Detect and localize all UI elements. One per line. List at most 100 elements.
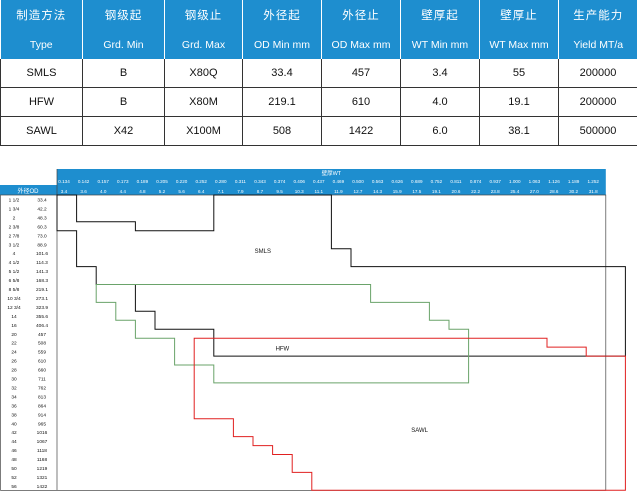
- table-row: SAWL X42 X100M 508 1422 6.0 38.1 500000: [0, 116, 637, 146]
- od-mm-tick-label: 610: [38, 359, 46, 365]
- od-inch-tick-label: 40: [11, 421, 17, 427]
- od-mm-tick-label: 48.3: [37, 215, 47, 221]
- od-axis-title: 外径OD: [17, 187, 39, 195]
- smls-region-label: SMLS: [255, 249, 271, 255]
- table-cell: X80Q: [164, 59, 243, 88]
- od-mm-tick-label: 1422: [37, 484, 48, 490]
- wt-mm-tick-label: 30.2: [569, 189, 578, 194]
- od-inch-tick-label: 2 3/8: [9, 224, 20, 230]
- od-inch-tick-label: 46: [11, 448, 17, 454]
- od-mm-tick-label: 559: [38, 350, 46, 356]
- table-cell: B: [82, 59, 165, 88]
- od-mm-tick-label: 141.3: [36, 269, 48, 275]
- od-mm-tick-label: 219.1: [36, 287, 48, 293]
- header-cell: 制造方法: [0, 0, 83, 30]
- wt-mm-tick-label: 4.0: [100, 189, 107, 194]
- header-cell: OD Max mm: [321, 30, 401, 59]
- od-mm-tick-label: 1067: [37, 439, 48, 445]
- wt-inch-tick-label: 0.689: [411, 179, 423, 184]
- wt-mm-tick-label: 8.7: [257, 189, 264, 194]
- wt-inch-tick-label: 0.311: [235, 179, 247, 184]
- wt-inch-tick-label: 0.937: [489, 179, 501, 184]
- wt-inch-tick-label: 0.142: [78, 179, 90, 184]
- header-cell: 生产能力: [558, 0, 637, 30]
- wt-mm-tick-label: 7.1: [218, 189, 225, 194]
- wt-mm-tick-label: 9.5: [276, 189, 283, 194]
- wt-mm-tick-label: 28.6: [550, 189, 559, 194]
- od-mm-tick-label: 355.6: [36, 314, 48, 320]
- od-inch-tick-label: 38: [11, 412, 17, 418]
- wt-mm-tick-label: 7.9: [237, 189, 244, 194]
- od-inch-tick-label: 28: [11, 368, 17, 374]
- od-mm-tick-label: 457: [38, 332, 46, 338]
- od-inch-tick-label: 34: [11, 394, 17, 400]
- table-cell: 33.4: [242, 59, 322, 88]
- wt-inch-tick-label: 0.157: [97, 179, 109, 184]
- od-mm-tick-label: 101.6: [36, 251, 48, 257]
- od-mm-tick-label: 1168: [37, 457, 48, 463]
- od-mm-tick-label: 1321: [37, 475, 48, 481]
- wt-mm-tick-label: 3.6: [80, 189, 87, 194]
- table-cell: 19.1: [479, 87, 559, 117]
- wt-inch-tick-label: 1.189: [568, 179, 580, 184]
- sawl-region-label: SAWL: [411, 428, 428, 434]
- od-mm-tick-label: 711: [38, 377, 46, 383]
- od-mm-tick-label: 660: [38, 368, 46, 374]
- od-inch-tick-label: 1 3/4: [9, 206, 20, 212]
- od-mm-tick-label: 813: [38, 394, 46, 400]
- table-cell: 219.1: [242, 87, 322, 117]
- wt-mm-tick-label: 22.2: [471, 189, 480, 194]
- wt-mm-tick-label: 31.8: [589, 189, 598, 194]
- table-cell: 55: [479, 59, 559, 88]
- wt-header-band: [57, 169, 606, 195]
- wt-inch-tick-label: 0.563: [372, 179, 384, 184]
- od-inch-tick-label: 8 5/8: [9, 287, 20, 293]
- od-inch-tick-label: 32: [11, 385, 17, 391]
- table-cell: B: [82, 87, 165, 117]
- wt-mm-tick-label: 4.4: [120, 189, 127, 194]
- od-inch-tick-label: 52: [11, 475, 17, 481]
- wt-mm-tick-label: 4.8: [139, 189, 146, 194]
- table-cell: 500000: [558, 116, 637, 146]
- smls-region-outline: [56, 194, 626, 357]
- od-inch-tick-label: 24: [11, 350, 17, 356]
- od-mm-tick-label: 965: [38, 421, 46, 427]
- od-inch-tick-label: 30: [11, 377, 17, 383]
- od-inch-tick-label: 10 3/4: [7, 296, 21, 302]
- wt-mm-tick-label: 23.8: [491, 189, 500, 194]
- wt-mm-tick-label: 17.5: [412, 189, 421, 194]
- od-mm-tick-label: 1016: [37, 430, 48, 436]
- header-cell: 壁厚起: [400, 0, 480, 30]
- header-cell: 外径起: [242, 0, 322, 30]
- od-mm-tick-label: 33.4: [37, 198, 47, 204]
- wt-inch-tick-label: 0.173: [117, 179, 129, 184]
- od-inch-tick-label: 26: [11, 359, 17, 365]
- od-inch-tick-label: 42: [11, 430, 17, 436]
- od-mm-tick-label: 168.3: [36, 278, 48, 284]
- od-inch-tick-label: 6 5/8: [9, 278, 20, 284]
- table-cell: 610: [321, 87, 401, 117]
- od-inch-tick-label: 56: [11, 484, 17, 490]
- od-inch-tick-label: 2 7/8: [9, 233, 20, 239]
- od-inch-tick-label: 14: [11, 314, 17, 320]
- wt-inch-tick-label: 0.252: [195, 179, 207, 184]
- wt-mm-tick-label: 3.4: [61, 189, 68, 194]
- table-cell: 508: [242, 116, 322, 146]
- header-cell: WT Min mm: [400, 30, 480, 59]
- wt-mm-tick-label: 27.0: [530, 189, 539, 194]
- od-mm-tick-label: 73.0: [37, 233, 47, 239]
- od-mm-tick-label: 1118: [37, 448, 47, 454]
- od-mm-tick-label: 88.9: [37, 242, 47, 248]
- wt-inch-tick-label: 0.189: [137, 179, 149, 184]
- table-cell: SMLS: [0, 59, 83, 88]
- sawl-region-outline: [193, 337, 626, 491]
- wt-mm-tick-label: 20.6: [452, 189, 461, 194]
- wt-mm-tick-label: 25.4: [510, 189, 519, 194]
- header-cell: 钢级起: [82, 0, 165, 30]
- table-cell: 457: [321, 59, 401, 88]
- table-cell: X100M: [164, 116, 243, 146]
- wt-inch-tick-label: 0.374: [274, 179, 286, 184]
- wt-inch-tick-label: 0.343: [254, 179, 266, 184]
- table-row: HFW B X80M 219.1 610 4.0 19.1 200000: [0, 87, 637, 117]
- wt-inch-tick-label: 1.252: [587, 179, 599, 184]
